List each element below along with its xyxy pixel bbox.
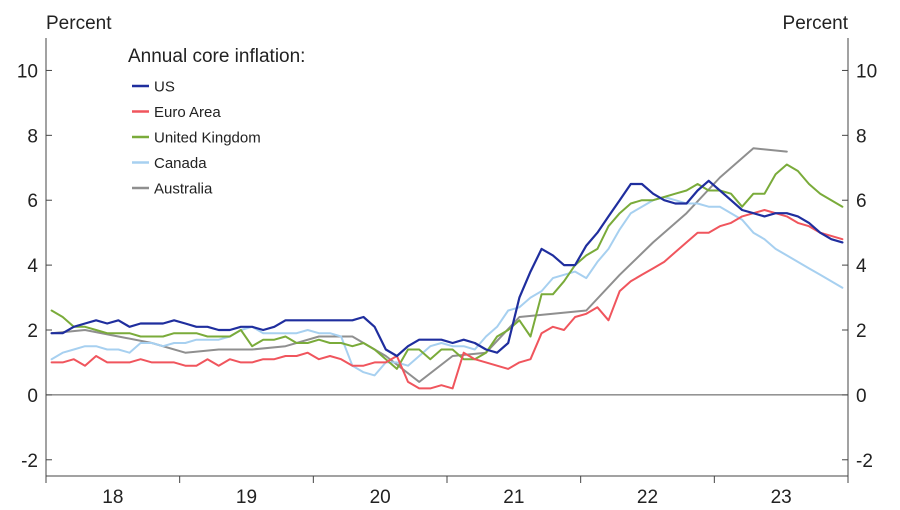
series-line-united-kingdom: [50, 163, 844, 370]
y-axis-label-left: Percent: [46, 13, 112, 34]
y-tick-label-right: 2: [856, 321, 867, 342]
y-tick-label-right: -2: [856, 451, 873, 472]
x-tick-label: 20: [370, 487, 391, 508]
y-tick-label-left: 4: [27, 256, 38, 277]
legend-label-canada: Canada: [154, 155, 207, 172]
x-tick-label: 21: [503, 487, 524, 508]
y-tick-label-left: 10: [17, 61, 38, 82]
y-tick-label-left: 6: [27, 191, 38, 212]
y-tick-label-right: 4: [856, 256, 867, 277]
y-tick-label-right: 10: [856, 61, 877, 82]
y-axis-label-right: Percent: [783, 13, 849, 34]
series-line-canada: [50, 196, 844, 377]
x-tick-label: 23: [771, 487, 792, 508]
series-line-euro-area: [50, 209, 844, 390]
series-line-us: [50, 179, 844, 358]
y-tick-label-left: 2: [27, 321, 38, 342]
y-tick-label-right: 6: [856, 191, 867, 212]
x-tick-label: 22: [637, 487, 658, 508]
y-tick-label-right: 0: [856, 386, 867, 407]
legend-label-united-kingdom: United Kingdom: [154, 130, 261, 147]
y-tick-label-left: -2: [21, 451, 38, 472]
y-tick-label-left: 0: [27, 386, 38, 407]
legend-label-australia: Australia: [154, 181, 213, 198]
legend: Annual core inflation: US Euro Area United…: [128, 46, 305, 198]
legend-label-euro-area: Euro Area: [154, 104, 221, 121]
y-tick-label-right: 8: [856, 126, 867, 147]
x-tick-label: 19: [236, 487, 257, 508]
legend-label-us: US: [154, 79, 175, 96]
y-tick-label-left: 8: [27, 126, 38, 147]
legend-title: Annual core inflation:: [128, 46, 305, 67]
series-layer: [50, 147, 844, 390]
series-line-australia: [50, 147, 788, 383]
x-tick-label: 18: [102, 487, 123, 508]
